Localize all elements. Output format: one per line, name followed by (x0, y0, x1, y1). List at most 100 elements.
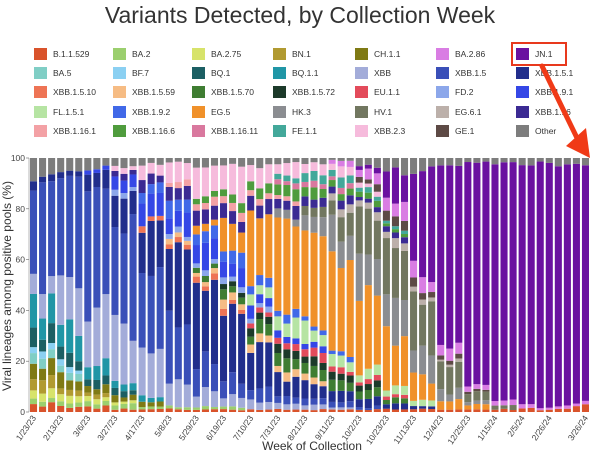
bar-segment-other (545, 158, 553, 163)
bar-segment-xbb-1-5-70 (310, 365, 318, 378)
bar-segment-other (346, 158, 354, 161)
bar-segment-xbb (328, 407, 336, 410)
bar-segment-ba-2-86 (346, 160, 354, 167)
bar-segment-xbb-1-5 (229, 372, 237, 395)
bar-segment-hv-1 (464, 394, 472, 403)
bar-segment-xbb-1-9-2 (183, 199, 191, 213)
bar-segment-xbb-1-9-1 (156, 192, 164, 216)
bar-segment-xbb-1-16 (220, 203, 228, 218)
bar-segment-ba-2-86 (563, 405, 571, 409)
bar-segment-xbb (274, 402, 282, 409)
bar-segment-xbb-1-16-6 (265, 183, 273, 194)
bar-segment-ba-2 (229, 406, 237, 410)
bar-segment-xbb-1-5-72 (364, 384, 372, 390)
bar-segment-xbb (292, 403, 300, 410)
bar-segment-hk-3 (283, 209, 291, 219)
bar-segment-xbb-1-5-70 (247, 336, 255, 345)
legend-item-other: Other (516, 125, 556, 137)
bar-segment-ge-1 (382, 210, 390, 221)
bar-segment-hv-1 (319, 206, 327, 218)
highlight-box (511, 42, 567, 66)
y-tick-label: 60 (16, 255, 26, 265)
bar-segment-b-1-1-529 (527, 407, 535, 412)
bar-segment-xbb-1-9-1 (301, 343, 309, 350)
bar-segment-bq-1-1 (138, 395, 146, 402)
x-tick-label: 8/21/23 (285, 413, 310, 442)
legend-swatch (436, 106, 449, 118)
x-tick-label: 2/13/23 (41, 413, 66, 442)
legend-item-xbb-1-16-11: XBB.1.16.11 (192, 125, 258, 137)
bar-segment-xbb-1-9-2 (346, 356, 354, 363)
bar-segment-eg-6-1 (428, 297, 436, 302)
bar-segment-ba-2 (57, 401, 65, 406)
bar-week-11 (120, 158, 128, 412)
bar-segment-b-1-1-529 (75, 406, 83, 412)
x-tick-label: 10/2/23 (339, 413, 364, 442)
bar-segment-xbb-1-5-70 (382, 400, 390, 405)
x-tick-label: 10/23/23 (364, 413, 391, 446)
bar-segment-xbb (283, 404, 291, 410)
bar-segment-xbb-1-5 (319, 398, 327, 405)
bar-segment-xbb-1-16 (292, 205, 300, 220)
bar-segment-other (364, 158, 372, 165)
legend-label: XBB.1.5 (455, 68, 486, 78)
bar-segment-xbb-1-5-1 (238, 313, 246, 384)
bar-week-62 (581, 158, 590, 412)
bar-segment-b-1-1-529 (57, 405, 65, 412)
bar-segment-xbb-1-16-6 (391, 229, 399, 233)
bar-segment-xbb-1-5-59 (174, 232, 182, 238)
bar-segment-ba-2-75 (102, 397, 110, 402)
bar-segment-ba-2-86 (400, 201, 409, 221)
bar-segment-other (93, 158, 101, 170)
bar-week-38 (364, 158, 372, 412)
bar-segment-xbb-1-5-1 (346, 391, 354, 402)
bar-segment-xbb-1-16-1 (192, 204, 200, 211)
bar-segment-xbb-1-5-70 (238, 297, 246, 305)
bar-segment-other (301, 158, 309, 164)
bar-segment-ge-1 (419, 293, 427, 300)
bar-segment-ba-2 (192, 407, 200, 410)
bar-segment-fd-2 (111, 189, 119, 196)
bar-segment-xbb (310, 404, 318, 411)
bar-segment-bq-1 (84, 379, 92, 387)
bar-segment-xbb-1-5 (75, 176, 83, 289)
y-tick-label: 0 (20, 407, 25, 417)
bar-segment-xbb-1-5-10 (210, 273, 219, 280)
bar-segment-hk-3 (464, 402, 472, 406)
bars (29, 158, 590, 412)
bar-segment-xbb-1-16-6 (310, 187, 318, 200)
bar-segment-b-1-1-529 (337, 409, 345, 412)
legend-item-bn-1: BN.1 (273, 48, 311, 60)
bar-segment-xbb-1-5-59 (319, 381, 327, 387)
bar-segment-ge-1 (364, 179, 372, 184)
bar-segment-other (48, 158, 56, 175)
bar-segment-jn-1 (491, 164, 499, 402)
bar-segment-xbb-2-3 (247, 165, 255, 182)
bar-segment-other (491, 158, 499, 165)
bar-segment-hv-1 (473, 391, 481, 401)
bar-segment-xbb-1-5-1 (48, 174, 56, 182)
bar-segment-xbb-1-16 (129, 169, 137, 175)
bar-segment-xbb-1-5-59 (292, 369, 300, 377)
bar-segment-xbb-1-5-1 (265, 342, 273, 387)
bar-segment-xbb-1-5-59 (229, 292, 237, 300)
bar-segment-xbb-1-5-72 (283, 349, 291, 359)
bar-segment-xbb-2-3 (229, 163, 237, 195)
bar-segment-eg-5 (437, 401, 445, 410)
bar-segment-ba-2 (147, 406, 155, 410)
bar-segment-xbb-1-5-72 (220, 284, 228, 290)
bar-segment-other (102, 158, 110, 166)
bar-segment-fe-1-1 (373, 196, 381, 201)
bar-segment-fl-1-5-1 (274, 316, 282, 331)
bar-segment-ba-2-86 (464, 386, 472, 392)
bar-segment-other (66, 158, 74, 171)
bar-week-34 (328, 158, 336, 412)
bar-segment-other (310, 158, 318, 163)
bar-week-3 (48, 158, 56, 412)
bar-segment-xbb-1-5-1 (364, 398, 372, 409)
bar-segment-xbb-1-9-1 (138, 203, 146, 227)
bar-segment-ba-2 (138, 407, 146, 410)
bar-segment-ba-2-86 (482, 384, 490, 390)
bar-segment-other (455, 158, 463, 166)
bar-segment-fl-1-5-1 (328, 354, 336, 367)
